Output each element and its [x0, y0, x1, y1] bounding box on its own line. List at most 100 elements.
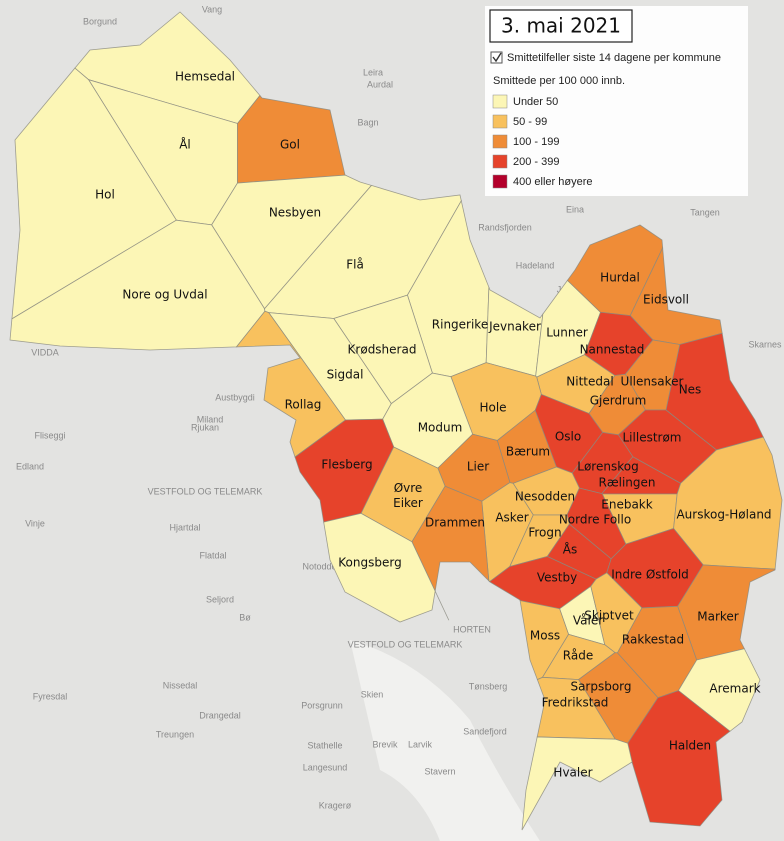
- municipality-label: Nittedal: [566, 375, 613, 389]
- layer-name: Smittetilfeller siste 14 dagene per komm…: [507, 52, 721, 64]
- municipality-labels: Hemsedal Ål Gol Hol Nesbyen Nore og Uvdal Flå R…: [95, 70, 771, 780]
- place-label: Langesund: [303, 762, 348, 772]
- place-label: Miland: [197, 414, 224, 424]
- legend-title: Smittede per 100 000 innb.: [493, 75, 625, 87]
- place-label: Fliseggi: [34, 430, 65, 440]
- municipality-label: Ullensaker: [621, 375, 684, 389]
- legend-items: Under 50 50 - 99 100 - 199 200 - 399 400 ell…: [492, 94, 593, 189]
- municipality-label: Råde: [563, 649, 593, 663]
- place-label: Treungen: [156, 729, 194, 739]
- place-label: Austbygdi: [215, 392, 255, 402]
- municipality-label: Jevnaker: [488, 320, 541, 334]
- place-label: Sandefjord: [463, 726, 507, 736]
- municipality-label: Modum: [418, 421, 463, 435]
- layer-checkbox[interactable]: [490, 51, 503, 64]
- municipality-label: Ås: [563, 542, 577, 557]
- municipalities: [9, 11, 783, 831]
- municipality-label: Oslo: [555, 430, 581, 444]
- title-box: [489, 9, 633, 43]
- municipality-label: Aurskog-Høland: [676, 508, 771, 522]
- place-label: Tønsberg: [469, 681, 508, 691]
- municipality-label: Gol: [280, 138, 300, 152]
- legend-label: Under 50: [513, 96, 558, 108]
- municipality-label: Hvaler: [553, 766, 592, 780]
- legend-swatch: [492, 114, 508, 129]
- municipality-label: Sigdal: [327, 368, 364, 382]
- legend-swatch: [492, 134, 508, 149]
- municipality-label: Hole: [479, 401, 506, 415]
- place-label: Stavern: [424, 766, 455, 776]
- municipality-label: Eidsvoll: [643, 293, 689, 307]
- municipality-label: Vestby: [537, 571, 577, 585]
- municipality-label: Nes: [679, 383, 702, 397]
- legend-label: 100 - 199: [513, 136, 559, 148]
- background-labels: VIDDA VESTFOLD OG TELEMARK VESTFOLD OG TEL…: [16, 4, 782, 810]
- municipality-label: Gjerdrum: [590, 394, 647, 408]
- municipality-area: [323, 512, 450, 623]
- municipality-label: Lørenskog: [577, 460, 638, 474]
- legend-swatch: [492, 174, 508, 189]
- place-label: Porsgrunn: [301, 700, 343, 710]
- place-label: VIDDA: [31, 347, 59, 357]
- municipality-area: [235, 310, 346, 458]
- place-label: Kragerø: [319, 800, 352, 810]
- municipality-label: Asker: [495, 511, 528, 525]
- municipality-label: Sarpsborg: [570, 680, 631, 694]
- municipality-label: Flesberg: [321, 458, 372, 472]
- place-label: Drangedal: [199, 710, 241, 720]
- place-label: Hadeland: [516, 260, 555, 270]
- municipality-label: Bærum: [506, 445, 550, 459]
- municipality-label: Nordre Follo: [559, 513, 631, 527]
- place-label: Skien: [361, 689, 384, 699]
- place-label: VESTFOLD OG TELEMARK: [348, 639, 463, 649]
- place-label: Eina: [566, 204, 584, 214]
- municipality-area: [627, 690, 731, 827]
- municipality-label: Moss: [530, 629, 560, 643]
- place-label: Tangen: [690, 207, 720, 217]
- municipality-label: Lillestrøm: [623, 431, 682, 445]
- place-label: Vang: [202, 4, 222, 14]
- municipality-label: Nannestad: [580, 343, 645, 357]
- place-label: Flatdal: [199, 550, 226, 560]
- place-label: Edland: [16, 461, 44, 471]
- title: 3. mai 2021: [501, 14, 621, 38]
- legend-label: 200 - 399: [513, 156, 559, 168]
- place-label: VESTFOLD OG TELEMARK: [148, 486, 263, 496]
- municipality-label: Hurdal: [600, 271, 640, 285]
- place-label: Fyresdal: [33, 691, 68, 701]
- place-label: Notodden: [302, 561, 341, 571]
- place-label: Bagn: [357, 117, 378, 127]
- municipality-label: Fredrikstad: [542, 696, 609, 710]
- place-label: Leira: [363, 67, 383, 77]
- municipality-label: Rælingen: [599, 476, 656, 490]
- place-label: Bø: [239, 612, 251, 622]
- municipality-label: Aremark: [709, 682, 760, 696]
- place-label: Larvik: [408, 739, 433, 749]
- municipality-label: Våler: [573, 614, 603, 628]
- place-label: Aurdal: [367, 79, 393, 89]
- municipality-label: Rakkestad: [622, 633, 684, 647]
- municipality-label: Hol: [95, 188, 115, 202]
- legend-label: 400 eller høyere: [513, 176, 593, 188]
- place-label: Hjartdal: [169, 522, 200, 532]
- municipality-label: Ringerike: [432, 318, 488, 332]
- place-label: Rjukan: [191, 422, 219, 432]
- place-label: Vinje: [25, 518, 45, 528]
- place-label: Randsfjorden: [478, 222, 532, 232]
- municipality-label: Halden: [669, 739, 711, 753]
- municipality-label: Skiptvet: [584, 609, 634, 623]
- fjord-water: [350, 640, 540, 841]
- place-label: Skarnes: [748, 339, 782, 349]
- municipality-label: Frogn: [528, 526, 561, 540]
- legend-label: 50 - 99: [513, 116, 547, 128]
- municipality-label: Lier: [467, 460, 489, 474]
- legend-swatch: [492, 154, 508, 169]
- checkmark: [492, 52, 502, 63]
- place-label: HORTEN: [453, 624, 491, 634]
- place-label: Seljord: [206, 594, 234, 604]
- municipality-label: Nesbyen: [269, 206, 321, 220]
- legend-swatch: [492, 94, 508, 109]
- place-label: Nissedal: [163, 680, 198, 690]
